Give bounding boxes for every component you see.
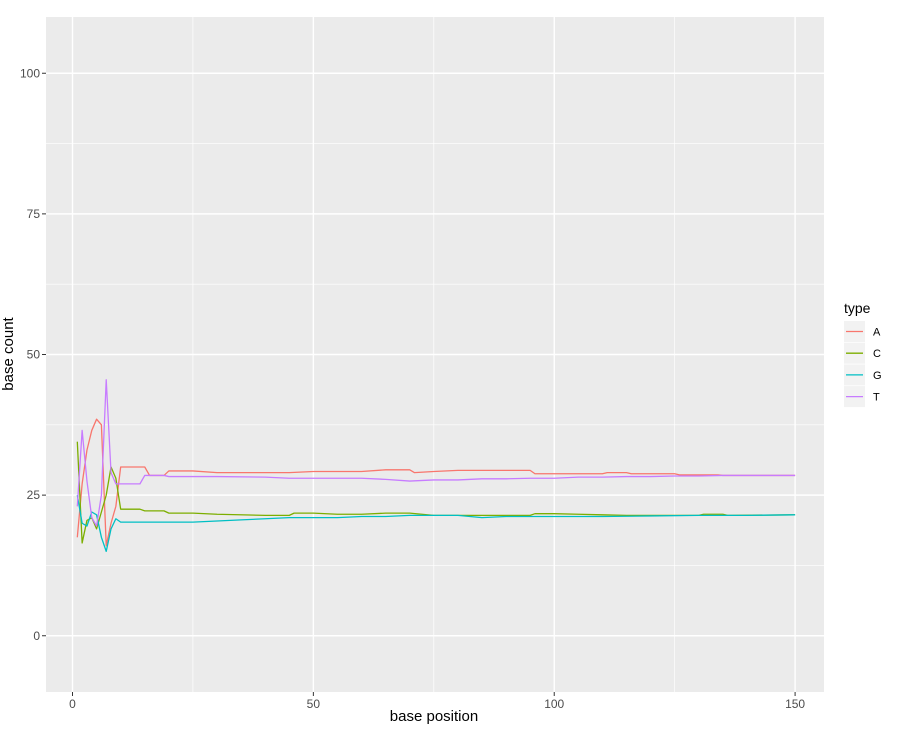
series-line-T — [76, 379, 796, 527]
x-tick-label: 0 — [69, 697, 76, 711]
legend-label-A: A — [873, 327, 881, 339]
y-axis: 0 25 50 75 100 — [20, 66, 46, 643]
legend-label-C: C — [873, 348, 881, 360]
x-axis: 0 50 100 150 — [69, 692, 805, 711]
y-tick-label: 100 — [20, 66, 40, 80]
x-tick-label: 150 — [785, 697, 805, 711]
x-axis-title: base position — [390, 708, 478, 725]
y-tick-label: 75 — [27, 207, 41, 221]
y-tick-label: 25 — [27, 488, 41, 502]
major-gridlines — [46, 17, 824, 692]
x-tick-label: 100 — [544, 697, 564, 711]
series-line-G — [76, 495, 796, 553]
x-tick-label: 50 — [307, 697, 321, 711]
legend-label-T: T — [873, 392, 880, 404]
y-tick-label: 50 — [27, 348, 41, 362]
y-tick-label: 0 — [33, 629, 40, 643]
legend-label-G: G — [873, 370, 882, 382]
y-axis-title: base count — [0, 316, 17, 390]
series-line-A — [76, 418, 796, 547]
series-line-C — [76, 441, 796, 544]
series-lines — [76, 379, 796, 553]
legend-title: type — [844, 300, 871, 316]
